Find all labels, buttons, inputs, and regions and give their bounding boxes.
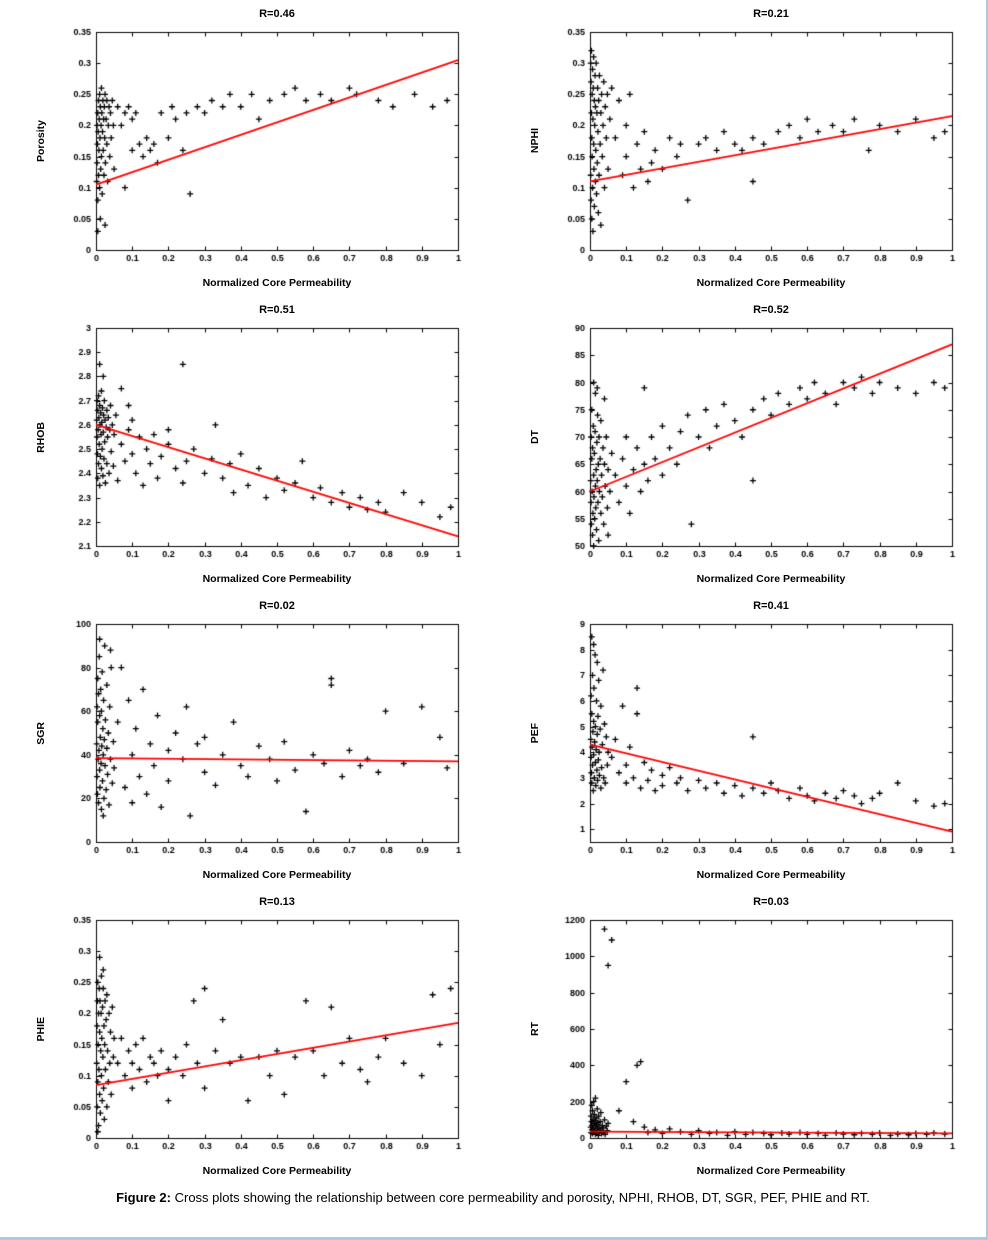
- subplot-pef: R=0.41 PEF Normalized Core Permeability: [526, 600, 964, 884]
- x-axis-label: Normalized Core Permeability: [202, 277, 352, 289]
- x-axis-label: Normalized Core Permeability: [696, 869, 846, 881]
- scatter-plot-rhob: [50, 320, 470, 572]
- y-axis-label: DT: [529, 430, 541, 444]
- caption-text: Cross plots showing the relationship bet…: [170, 1190, 870, 1205]
- x-axis-label: Normalized Core Permeability: [202, 1165, 352, 1177]
- plot-title: R=0.51: [259, 304, 295, 316]
- x-axis-label: Normalized Core Permeability: [696, 277, 846, 289]
- scatter-plot-rt: [544, 912, 964, 1164]
- x-axis-label: Normalized Core Permeability: [696, 1165, 846, 1177]
- plot-title: R=0.41: [753, 600, 789, 612]
- scatter-plot-pef: [544, 616, 964, 868]
- scatter-plot-porosity: [50, 24, 470, 276]
- y-axis-label: NPHI: [529, 128, 541, 154]
- y-axis-label: Porosity: [35, 119, 47, 162]
- y-axis-label: SGR: [35, 721, 47, 745]
- plot-title: R=0.03: [753, 896, 789, 908]
- plot-title: R=0.46: [259, 8, 295, 20]
- subplot-rt: R=0.03 RT Normalized Core Permeability: [526, 896, 964, 1180]
- subplot-grid: R=0.46 Porosity Normalized Core Permeabi…: [4, 8, 982, 1180]
- subplot-rhob: R=0.51 RHOB Normalized Core Permeability: [32, 304, 470, 588]
- figure-caption: Figure 2: Cross plots showing the relati…: [4, 1190, 982, 1205]
- plot-title: R=0.21: [753, 8, 789, 20]
- subplot-nphi: R=0.21 NPHI Normalized Core Permeability: [526, 8, 964, 292]
- scatter-plot-sgr: [50, 616, 470, 868]
- subplot-phie: R=0.13 PHIE Normalized Core Permeability: [32, 896, 470, 1180]
- subplot-porosity: R=0.46 Porosity Normalized Core Permeabi…: [32, 8, 470, 292]
- scatter-plot-phie: [50, 912, 470, 1164]
- x-axis-label: Normalized Core Permeability: [202, 869, 352, 881]
- scatter-plot-nphi: [544, 24, 964, 276]
- x-axis-label: Normalized Core Permeability: [696, 573, 846, 585]
- y-axis-label: RT: [529, 1022, 541, 1036]
- y-axis-label: PEF: [529, 722, 541, 744]
- plot-title: R=0.52: [753, 304, 789, 316]
- y-axis-label: PHIE: [35, 1016, 47, 1042]
- plot-title: R=0.13: [259, 896, 295, 908]
- caption-label: Figure 2:: [116, 1190, 171, 1205]
- subplot-dt: R=0.52 DT Normalized Core Permeability: [526, 304, 964, 588]
- x-axis-label: Normalized Core Permeability: [202, 573, 352, 585]
- plot-title: R=0.02: [259, 600, 295, 612]
- y-axis-label: RHOB: [35, 421, 47, 453]
- scatter-plot-dt: [544, 320, 964, 572]
- subplot-sgr: R=0.02 SGR Normalized Core Permeability: [32, 600, 470, 884]
